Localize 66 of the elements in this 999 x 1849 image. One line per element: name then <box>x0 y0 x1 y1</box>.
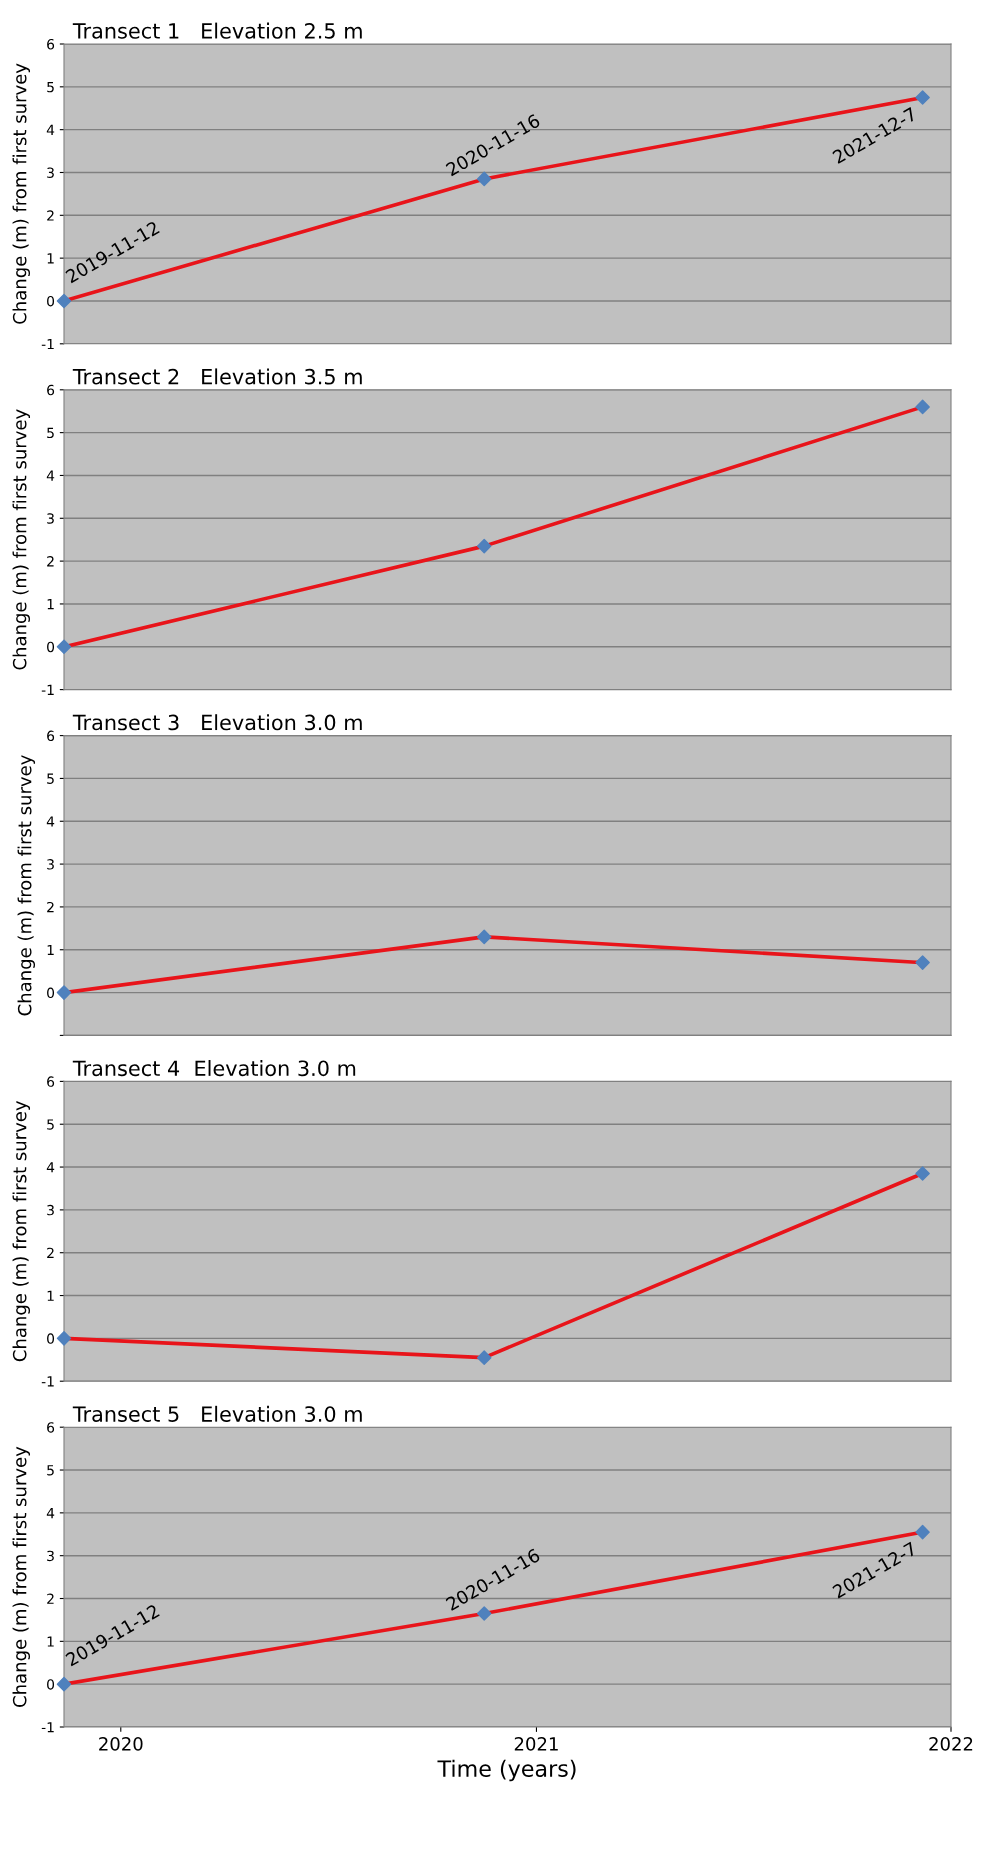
y-tick-label: -1 <box>41 338 54 350</box>
point <box>56 1331 72 1346</box>
point <box>56 985 72 1000</box>
point <box>915 955 930 970</box>
y-tick-label: 5 <box>47 81 54 93</box>
y-tick-label: 6 <box>47 1076 55 1087</box>
y-tick-label: 5 <box>47 773 54 784</box>
y-tick-label: 0 <box>47 987 55 999</box>
y-tick-label: 0 <box>47 1333 55 1344</box>
y-tick-label: 2 <box>47 901 54 913</box>
y-tick-label: 2 <box>47 1593 54 1604</box>
y-tick-label: 0 <box>47 295 55 307</box>
y-tick-label: 5 <box>47 427 54 439</box>
y-tick-label: 1 <box>47 944 54 956</box>
y-tick-label: 3 <box>47 859 54 870</box>
y-tick-label: -1 <box>41 1376 54 1387</box>
y-tick-label: 6 <box>47 38 55 50</box>
y-tick-label: 2 <box>47 1247 54 1258</box>
point <box>915 1166 930 1181</box>
point <box>476 1350 492 1365</box>
y-tick-label: 6 <box>47 1422 55 1433</box>
point <box>915 1524 930 1540</box>
y-tick-label: 3 <box>47 513 54 524</box>
y-tick-label: -1 <box>41 1722 54 1733</box>
y-tick-label: 4 <box>46 470 55 481</box>
y-tick-label: 1 <box>47 599 54 610</box>
point <box>476 538 492 554</box>
y-tick-label: 3 <box>47 1550 54 1562</box>
point <box>915 399 930 415</box>
y-tick-label: 1 <box>47 1636 54 1647</box>
y-tick-label: 3 <box>47 1204 54 1216</box>
point <box>56 293 72 309</box>
x-tick-label: 2022 <box>929 1737 973 1751</box>
y-tick-label: 2 <box>47 556 54 567</box>
y-tick-label: 2 <box>47 210 54 221</box>
point <box>56 1676 72 1692</box>
y-tick-label: -1 <box>41 684 54 695</box>
y-tick-label: 6 <box>47 384 55 396</box>
x-tick-label: 2021 <box>514 1737 558 1751</box>
y-axis-title: Change (m) from first survey <box>12 409 31 670</box>
point <box>56 639 72 655</box>
y-tick-label: 0 <box>47 1679 55 1690</box>
y-tick-label: 1 <box>47 1290 54 1301</box>
chart-title: Transect 5 Elevation 3.0 m <box>72 1405 362 1422</box>
point <box>476 929 492 945</box>
chart-title: Transect 3 Elevation 3.0 m <box>72 714 362 731</box>
y-axis-title: Change (m) from first survey <box>12 1446 31 1707</box>
y-tick-label: 0 <box>47 641 55 653</box>
y-tick-label: 6 <box>47 730 55 742</box>
y-tick-label: 3 <box>47 167 54 178</box>
chart-title: Transect 4 Elevation 3.0 m <box>72 1060 356 1077</box>
y-tick-label: 4 <box>46 1162 55 1173</box>
y-tick-label: 5 <box>47 1465 54 1476</box>
y-axis-title: Change (m) from first survey <box>17 755 36 1016</box>
y-axis-title: Change (m) from first survey <box>12 63 31 324</box>
y-tick-label: 4 <box>46 1508 55 1519</box>
chart-title: Transect 2 Elevation 3.5 m <box>72 368 362 385</box>
chart-title: Transect 1 Elevation 2.5 m <box>72 22 362 39</box>
y-axis-title: Change (m) from first survey <box>12 1100 31 1362</box>
x-axis-title: Time (years) <box>437 1759 576 1782</box>
y-tick-label: 5 <box>47 1119 54 1130</box>
y-tick-label: 4 <box>46 124 55 135</box>
y-tick-label: 1 <box>47 253 54 264</box>
point <box>915 90 930 105</box>
y-tick-label: 4 <box>46 816 55 827</box>
x-tick-label: 2020 <box>99 1737 143 1751</box>
